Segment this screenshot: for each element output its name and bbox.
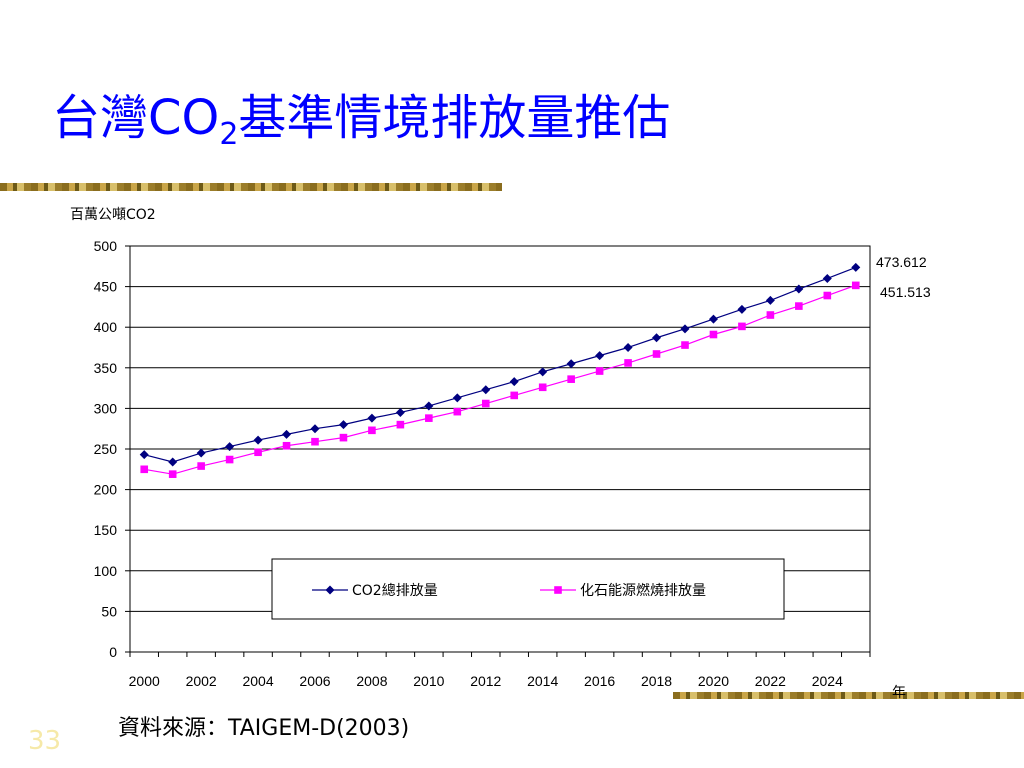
x-tick-label: 2006 — [299, 673, 330, 689]
data-point — [140, 465, 149, 474]
y-tick-label: 150 — [94, 522, 118, 538]
data-point — [253, 435, 263, 445]
data-point — [368, 426, 376, 435]
data-point — [652, 333, 662, 343]
data-point — [681, 341, 689, 349]
y-tick-label: 400 — [94, 319, 118, 335]
data-point — [851, 262, 861, 272]
legend-swatch-marker — [325, 585, 335, 595]
data-point — [822, 273, 832, 283]
x-tick-label: 2010 — [413, 673, 444, 689]
y-tick-label: 250 — [94, 441, 118, 457]
y-tick-label: 100 — [94, 563, 118, 579]
data-point — [282, 429, 292, 439]
x-tick-label: 2020 — [698, 673, 729, 689]
data-point — [738, 322, 746, 331]
legend-label: CO2總排放量 — [352, 582, 438, 599]
y-tick-label: 450 — [94, 279, 118, 295]
end-value-label: 451.513 — [880, 284, 931, 300]
data-point — [538, 367, 548, 377]
data-point — [567, 375, 575, 383]
data-point — [538, 383, 547, 392]
legend-box — [271, 558, 785, 620]
data-point — [481, 399, 490, 408]
data-point — [453, 407, 462, 416]
legend-swatch-marker — [554, 586, 562, 594]
data-point — [168, 470, 177, 478]
data-point — [310, 424, 320, 434]
data-point — [624, 359, 632, 367]
page-title: 台灣CO2基準情境排放量推估 — [52, 94, 670, 150]
data-point — [766, 311, 775, 319]
data-point — [225, 455, 234, 464]
data-point — [595, 351, 605, 361]
x-tick-label: 2024 — [812, 673, 843, 689]
title-subscript: 2 — [219, 117, 239, 152]
data-point — [311, 437, 319, 446]
data-point — [196, 448, 206, 458]
x-axis-label: 年 — [892, 685, 906, 701]
data-point — [367, 413, 377, 423]
data-point — [139, 450, 149, 460]
data-point — [795, 302, 803, 310]
data-point — [794, 284, 804, 294]
x-tick-label: 2016 — [584, 673, 615, 689]
data-point — [282, 441, 291, 450]
data-point — [566, 359, 576, 369]
x-tick-label: 2018 — [641, 673, 672, 689]
data-point — [509, 377, 519, 387]
data-point — [425, 414, 433, 422]
x-tick-label: 2022 — [755, 673, 786, 689]
data-point — [823, 291, 832, 300]
x-tick-label: 2014 — [527, 673, 558, 689]
data-point — [851, 281, 860, 290]
data-point — [737, 304, 747, 314]
y-tick-label: 350 — [94, 360, 118, 376]
x-tick-label: 2012 — [470, 673, 501, 689]
data-point — [396, 420, 405, 429]
title-suffix: 基準情境排放量推估 — [238, 90, 671, 146]
y-axis-label: 百萬公噸CO2 — [70, 207, 156, 223]
data-point — [709, 330, 718, 339]
data-point — [254, 448, 262, 457]
data-point — [765, 295, 775, 305]
series-line — [144, 266, 856, 463]
series-line — [144, 284, 856, 475]
y-tick-label: 50 — [101, 603, 117, 619]
data-point — [510, 391, 519, 400]
data-point — [339, 433, 348, 442]
y-tick-label: 500 — [94, 238, 118, 254]
data-point — [680, 324, 690, 334]
x-tick-label: 2008 — [356, 673, 387, 689]
decorative-bar-top — [0, 183, 502, 191]
x-tick-label: 2004 — [242, 673, 273, 689]
data-point — [395, 407, 405, 417]
page-number: 33 — [28, 726, 62, 756]
decorative-bar-bottom — [673, 692, 1024, 699]
y-tick-label: 300 — [94, 400, 118, 416]
data-point — [338, 420, 348, 430]
data-point — [225, 442, 235, 452]
legend-label: 化石能源燃燒排放量 — [580, 582, 706, 599]
data-point — [168, 457, 178, 467]
data-point — [452, 393, 462, 403]
x-tick-label: 2002 — [186, 673, 217, 689]
source-note: 資料來源：TAIGEM-D(2003) — [118, 716, 410, 741]
data-point — [595, 367, 604, 375]
data-point — [652, 350, 661, 358]
data-point — [623, 343, 633, 352]
data-point — [424, 401, 434, 411]
y-tick-label: 200 — [94, 482, 118, 498]
data-point — [481, 385, 491, 395]
end-value-label: 473.612 — [876, 254, 927, 270]
data-point — [708, 314, 718, 324]
y-tick-label: 0 — [109, 644, 117, 660]
data-point — [197, 462, 205, 470]
x-tick-label: 2000 — [129, 673, 160, 689]
title-prefix: 台灣CO — [52, 90, 220, 146]
